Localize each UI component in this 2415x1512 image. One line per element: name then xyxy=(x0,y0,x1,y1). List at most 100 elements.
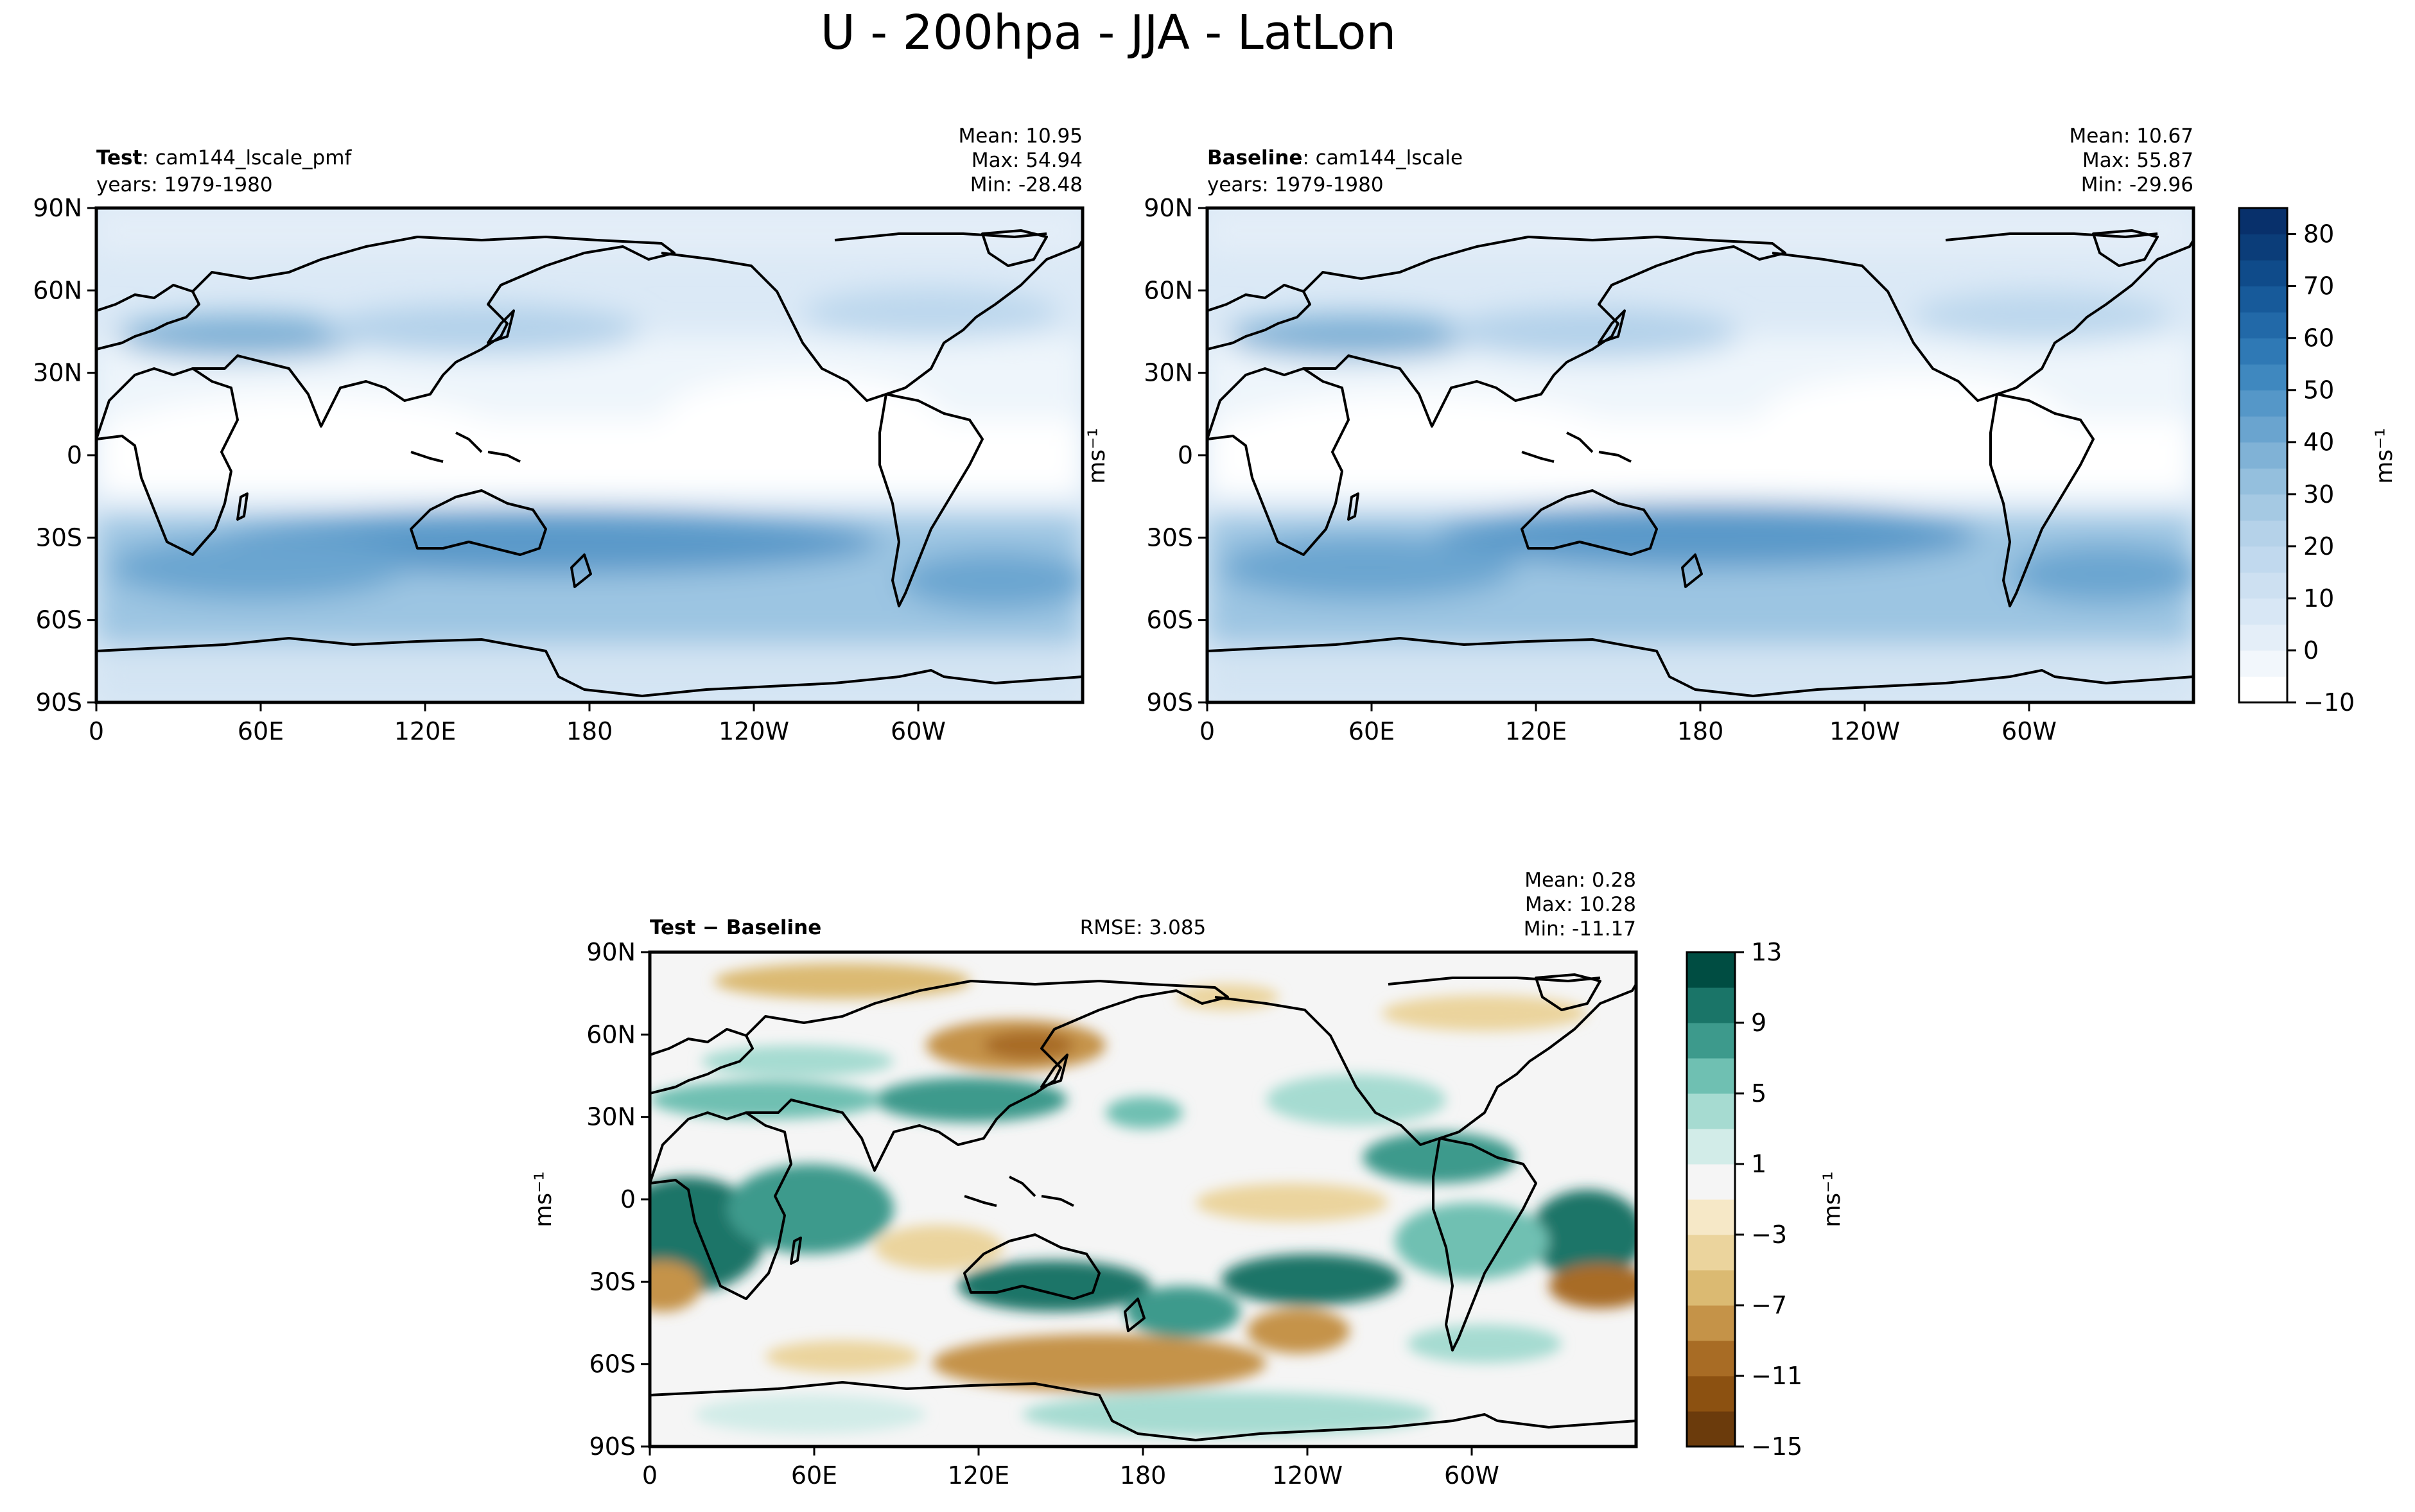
colorbar-tick-label: 10 xyxy=(2303,584,2334,613)
colorbar-swatch xyxy=(2239,650,2287,677)
colorbar-swatch xyxy=(1687,987,1735,1023)
test-stat-max: Max: 54.94 xyxy=(972,149,1083,172)
colorbar-tick-label: −11 xyxy=(1751,1362,1802,1390)
colorbar-tick-label: 1 xyxy=(1751,1150,1766,1178)
baseline-stat-max: Max: 55.87 xyxy=(2082,149,2193,172)
colorbar-swatch xyxy=(1687,1341,1735,1377)
diff-colorbar: 13 9 5 1 −3 −7 −11 −15 xyxy=(1686,938,1802,1461)
colorbar-swatch xyxy=(2239,494,2287,521)
x-tick-label: 180 xyxy=(566,717,613,745)
colorbar-swatch xyxy=(1687,1164,1735,1200)
x-tick-label: 60W xyxy=(1444,1461,1499,1490)
x-tick-label: 0 xyxy=(89,717,104,745)
colorbar-swatch xyxy=(2239,468,2287,495)
baseline-years: years: 1979-1980 xyxy=(1207,173,1384,196)
colorbar-swatch xyxy=(1687,1129,1735,1165)
test-label: Test: cam144_lscale_pmf xyxy=(96,146,352,169)
colorbar-tick-label: 60 xyxy=(2303,324,2334,352)
test-x-axis: 0 60E 120E 180 120W 60W xyxy=(89,702,946,745)
x-tick-label: 120W xyxy=(1272,1461,1343,1490)
test-y-axis: 90N 60N 30N 0 30S 60S 90S xyxy=(33,194,96,717)
colorbar-swatch xyxy=(2239,364,2287,391)
x-tick-label: 60W xyxy=(891,717,946,745)
x-tick-label: 60E xyxy=(238,717,284,745)
x-tick-label: 120E xyxy=(394,717,457,745)
colorbar-swatch xyxy=(2239,208,2287,235)
y-tick-label: 30S xyxy=(589,1267,636,1296)
colorbar-swatch xyxy=(1687,1235,1735,1271)
colorbar-swatch xyxy=(2239,676,2287,703)
diff-colorbar-label: ms⁻¹ xyxy=(1819,1171,1845,1227)
colorbar-swatch xyxy=(1687,952,1735,988)
baseline-ylabel: ms⁻¹ xyxy=(1084,428,1110,483)
x-tick-label: 0 xyxy=(642,1461,658,1490)
diff-y-axis: 90N 60N 30N 0 30S 60S 90S xyxy=(586,938,650,1461)
colorbar-tick-label: 5 xyxy=(1751,1079,1766,1108)
colorbar-tick-label: 40 xyxy=(2303,428,2334,456)
colorbar-swatch xyxy=(2239,572,2287,599)
y-tick-label: 30S xyxy=(1147,523,1193,552)
colorbar-swatch xyxy=(1687,1376,1735,1412)
x-tick-label: 180 xyxy=(1677,717,1724,745)
y-tick-label: 90S xyxy=(589,1432,636,1461)
colorbar-tick-label: 13 xyxy=(1751,938,1782,966)
y-tick-label: 90S xyxy=(1147,688,1193,717)
y-tick-label: 30N xyxy=(586,1103,636,1131)
y-tick-label: 0 xyxy=(1178,441,1193,469)
y-tick-label: 60N xyxy=(1144,276,1193,304)
colorbar-tick-label: 20 xyxy=(2303,532,2334,560)
colorbar-swatch xyxy=(1687,1305,1735,1341)
test-years: years: 1979-1980 xyxy=(96,173,273,196)
x-tick-label: 120W xyxy=(1829,717,1900,745)
y-tick-label: 60S xyxy=(589,1350,636,1378)
colorbar-swatch xyxy=(2239,286,2287,313)
y-tick-label: 60S xyxy=(36,606,82,634)
y-tick-label: 30N xyxy=(1144,359,1193,387)
colorbar-swatch xyxy=(2239,442,2287,469)
x-tick-label: 120E xyxy=(1505,717,1567,745)
diff-stat-mean: Mean: 0.28 xyxy=(1524,869,1636,892)
colorbar-tick-label: 50 xyxy=(2303,376,2334,404)
y-tick-label: 60N xyxy=(586,1020,636,1048)
baseline-label: Baseline: cam144_lscale xyxy=(1207,146,1463,169)
colorbar-swatch xyxy=(1687,1270,1735,1306)
y-tick-label: 90S xyxy=(36,688,82,717)
colorbar-tick-label: −7 xyxy=(1751,1291,1787,1319)
diff-map-panel: 90N 60N 30N 0 30S 60S 90S 0 60E 120E 180 120W 60W xyxy=(586,938,1638,1490)
diff-x-axis: 0 60E 120E 180 120W 60W xyxy=(642,1447,1499,1490)
colorbar-swatch xyxy=(1687,1023,1735,1059)
colorbar-tick-label: −10 xyxy=(2303,688,2355,717)
x-tick-label: 120E xyxy=(948,1461,1010,1490)
colorbar-swatch xyxy=(1687,1411,1735,1447)
x-tick-label: 180 xyxy=(1120,1461,1167,1490)
baseline-map-panel: 90N 60N 30N 0 30S 60S 90S 0 60E 120E 180 120W 60W xyxy=(1144,194,2195,745)
figure-title: U - 200hpa - JJA - LatLon xyxy=(821,5,1397,60)
colorbar-swatch xyxy=(2239,234,2287,261)
colorbar-swatch xyxy=(1687,1199,1735,1235)
baseline-y-axis: 90N 60N 30N 0 30S 60S 90S xyxy=(1144,194,1207,717)
colorbar-swatch xyxy=(2239,598,2287,625)
colorbar-swatch xyxy=(2239,390,2287,417)
colorbar-swatch xyxy=(2239,260,2287,287)
baseline-stat-mean: Mean: 10.67 xyxy=(2069,125,2193,148)
y-tick-label: 90N xyxy=(586,938,636,966)
test-wind-field xyxy=(96,208,1083,702)
baseline-stat-min: Min: -29.96 xyxy=(2081,173,2193,196)
x-tick-label: 60E xyxy=(791,1461,837,1490)
y-tick-label: 30S xyxy=(36,523,82,552)
y-tick-label: 60N xyxy=(33,276,82,304)
y-tick-label: 0 xyxy=(67,441,82,469)
x-tick-label: 0 xyxy=(1199,717,1215,745)
test-stat-mean: Mean: 10.95 xyxy=(958,125,1083,148)
colorbar-tick-label: 30 xyxy=(2303,480,2334,508)
baseline-wind-field xyxy=(1207,208,2193,702)
diff-stat-min: Min: -11.17 xyxy=(1524,917,1636,941)
y-tick-label: 30N xyxy=(33,359,82,387)
diff-wind-field xyxy=(650,952,1636,1447)
diff-rmse: RMSE: 3.085 xyxy=(1080,916,1207,939)
y-tick-label: 60S xyxy=(1147,606,1193,634)
diff-label: Test − Baseline xyxy=(650,916,821,939)
colorbar-swatch xyxy=(2239,312,2287,339)
main-colorbar-label: ms⁻¹ xyxy=(2371,428,2398,483)
